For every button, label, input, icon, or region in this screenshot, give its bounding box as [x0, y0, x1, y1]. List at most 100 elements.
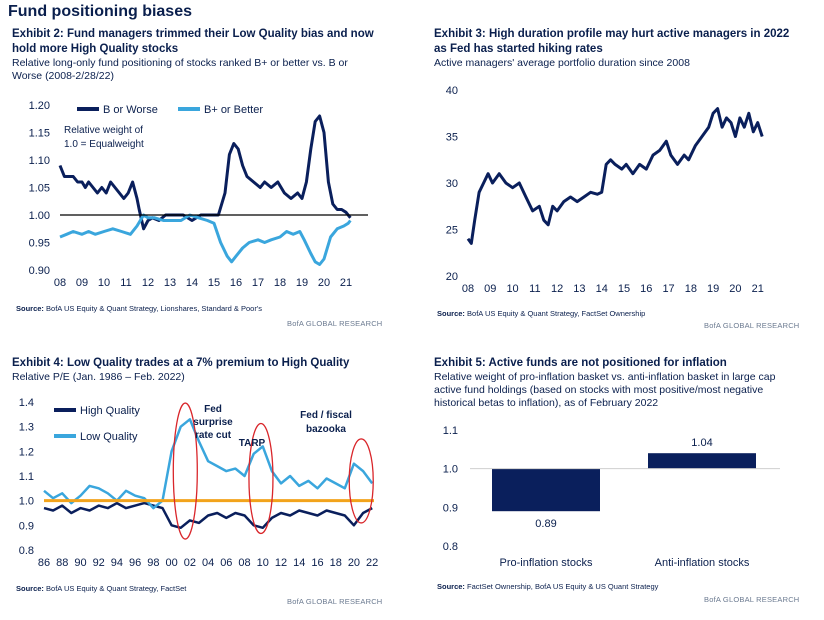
x-tick-label: 96: [129, 557, 141, 569]
x-tick-label: 00: [165, 557, 177, 569]
x-tick-label: 08: [462, 283, 474, 295]
y-tick-label: 1.2: [19, 446, 34, 458]
x-tick-label: 10: [506, 283, 518, 295]
x-tick-label: 90: [74, 557, 86, 569]
annotation-fed-line1: Fed: [204, 404, 222, 415]
x-tick-label: 11: [120, 277, 131, 289]
exhibit-5-source-label: Source:: [437, 582, 465, 591]
x-tick-label: 16: [311, 557, 323, 569]
event-ellipse: [348, 438, 374, 524]
y-tick-label: 25: [446, 225, 458, 237]
x-tick-label: 20: [729, 283, 741, 295]
y-tick-label: 1.05: [29, 183, 50, 195]
x-tick-label: 18: [685, 283, 697, 295]
exhibit-2-brand: BofA GLOBAL RESEARCH: [287, 319, 383, 328]
legend-label: B+ or Better: [204, 104, 263, 116]
x-tick-label: 02: [184, 557, 196, 569]
y-tick-label: 1.15: [29, 128, 50, 140]
y-tick-label: 30: [446, 178, 458, 190]
x-tick-label: 17: [252, 277, 264, 289]
legend-label: Low Quality: [80, 431, 138, 443]
x-tick-label: 13: [164, 277, 176, 289]
x-tick-label: 19: [707, 283, 719, 295]
x-tick-label: 08: [238, 557, 250, 569]
exhibit-3-chart: 20 25 30 35 40 08 09 10 11 12 13 14 15 16 17 18 19 20 21: [446, 85, 764, 295]
event-ellipse: [172, 402, 198, 540]
x-category-label: Anti-inflation stocks: [655, 557, 750, 569]
x-tick-label: 12: [142, 277, 154, 289]
x-tick-label: 86: [38, 557, 50, 569]
exhibit-5-title-line1: Exhibit 5: Active funds are not position…: [434, 357, 727, 369]
annotation-text: 1.0 = Equalweight: [64, 139, 144, 150]
series-line-low-quality: [43, 418, 374, 510]
exhibit-2-chart: 0.90 0.95 1.00 1.05 1.10 1.15 1.20 08 09 10 11 12 13…: [29, 100, 368, 289]
exhibit-2-subtitle-line1: Relative long-only fund positioning of s…: [12, 57, 348, 69]
exhibit-4-brand: BofA GLOBAL RESEARCH: [287, 597, 383, 606]
exhibit-2-title-line1: Exhibit 2: Fund managers trimmed their L…: [12, 28, 374, 40]
x-tick-label: 16: [230, 277, 242, 289]
page-title: Fund positioning biases: [8, 3, 192, 20]
y-tick-label: 40: [446, 85, 458, 97]
x-tick-label: 98: [147, 557, 159, 569]
exhibit-5-header: Exhibit 5: Active funds are not position…: [434, 356, 814, 410]
exhibit-2-source: Source: BofA US Equity & Quant Strategy,…: [16, 304, 262, 313]
y-tick-label: 1.10: [29, 155, 50, 167]
exhibit-5-source: Source: FactSet Ownership, BofA US Equit…: [437, 582, 658, 591]
y-tick-label: 1.20: [29, 100, 50, 112]
y-tick-label: 20: [446, 271, 458, 283]
series-line-high-quality: [43, 501, 373, 530]
x-tick-label: 10: [98, 277, 110, 289]
exhibit-4-source-text: BofA US Equity & Quant Strategy, FactSet: [46, 584, 187, 593]
x-tick-label: 14: [293, 557, 305, 569]
x-tick-label: 88: [56, 557, 68, 569]
x-tick-label: 08: [54, 277, 66, 289]
exhibit-4-title-line1: Exhibit 4: Low Quality trades at a 7% pr…: [12, 357, 350, 369]
legend-label: High Quality: [80, 405, 140, 417]
x-tick-label: 17: [662, 283, 674, 295]
exhibit-3-subtitle-line1: Active managers' average portfolio durat…: [434, 57, 690, 69]
exhibit-5-brand: BofA GLOBAL RESEARCH: [704, 595, 800, 604]
x-tick-label: 19: [296, 277, 308, 289]
x-tick-label: 94: [111, 557, 123, 569]
x-tick-label: 12: [275, 557, 287, 569]
annotation-fed-line2: surprise: [193, 417, 233, 428]
exhibit-4-subtitle-line1: Relative P/E (Jan. 1986 – Feb. 2022): [12, 371, 185, 383]
exhibit-4-source: Source: BofA US Equity & Quant Strategy,…: [16, 584, 186, 593]
y-tick-label: 1.0: [19, 496, 34, 508]
exhibit-3-header: Exhibit 3: High duration profile may hur…: [434, 27, 814, 70]
exhibit-5-subtitle-line1: Relative weight of pro-inflation basket …: [434, 371, 776, 383]
exhibit-3-source: Source: BofA US Equity & Quant Strategy,…: [437, 309, 645, 318]
bar-1: [648, 453, 756, 469]
x-tick-label: 10: [257, 557, 269, 569]
exhibit-3-title-line1: Exhibit 3: High duration profile may hur…: [434, 28, 790, 40]
y-tick-label: 1.1: [19, 471, 34, 483]
x-tick-label: 04: [202, 557, 214, 569]
x-tick-label: 21: [340, 277, 352, 289]
exhibit-2-source-label: Source:: [16, 304, 44, 313]
exhibit-5-subtitle-line3: historical betas to inflation), as of Fe…: [434, 397, 659, 409]
x-tick-label: 15: [618, 283, 630, 295]
x-category-label: Pro-inflation stocks: [500, 557, 593, 569]
y-tick-label: 0.9: [19, 520, 34, 532]
exhibit-5-source-text: FactSet Ownership, BofA US Equity & US Q…: [467, 582, 659, 591]
y-tick-label: 35: [446, 132, 458, 144]
x-tick-label: 15: [208, 277, 220, 289]
exhibit-2-source-text: BofA US Equity & Quant Strategy, Lionsha…: [46, 304, 263, 313]
bar-0: [492, 468, 600, 512]
x-tick-label: 20: [318, 277, 330, 289]
exhibit-3-source-label: Source:: [437, 309, 465, 318]
y-tick-label: 1.3: [19, 422, 34, 434]
exhibit-3-source-text: BofA US Equity & Quant Strategy, FactSet…: [467, 309, 646, 318]
y-tick-label: 1.4: [19, 397, 34, 409]
exhibit-4-chart: 0.8 0.9 1.0 1.1 1.2 1.3 1.4 86 88 90 92 94 96 98 00 02 0…: [19, 397, 379, 569]
x-tick-label: 16: [640, 283, 652, 295]
y-tick-label: 1.00: [29, 210, 50, 222]
x-tick-label: 13: [573, 283, 585, 295]
x-tick-label: 20: [348, 557, 360, 569]
bar-value-label: 1.04: [691, 437, 712, 449]
exhibit-2-title-line2: hold more High Quality stocks: [12, 43, 179, 55]
series-line-main: [466, 107, 764, 245]
x-tick-label: 18: [274, 277, 286, 289]
y-tick-label: 0.90: [29, 265, 50, 277]
legend-label: B or Worse: [103, 104, 158, 116]
